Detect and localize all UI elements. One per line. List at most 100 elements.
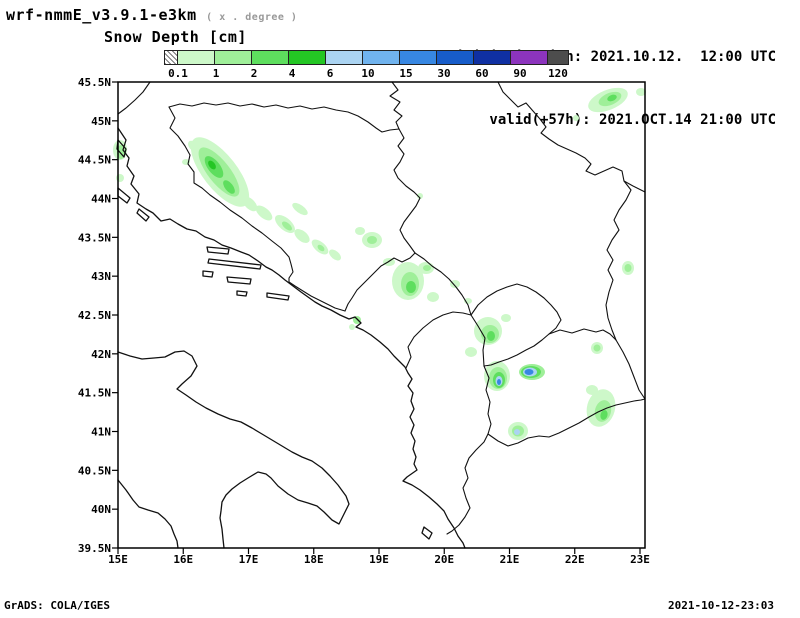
lat-label: 40.5N xyxy=(78,464,111,477)
legend-tick-label: 1 xyxy=(212,67,220,80)
snow-patch xyxy=(487,331,495,341)
snow-patch xyxy=(636,88,646,96)
lon-label: 17E xyxy=(239,553,259,566)
model-resolution: ( x . degree ) xyxy=(206,12,298,23)
legend-tick-label: 120 xyxy=(548,67,568,80)
border-romania-bulgaria xyxy=(623,180,646,193)
axis-labels: 45.5N 45N 44.5N 44N 43.5N 43N 42.5N 42N 41.5N 41N… xyxy=(78,76,650,566)
lat-label: 43.5N xyxy=(78,231,111,244)
country-borders xyxy=(117,81,646,535)
snow-patch xyxy=(355,227,365,235)
snow-patch xyxy=(514,429,520,435)
border-albania-macedonia-greece xyxy=(446,365,492,535)
model-title: wrf-nmmE_v3.9.1-e3km ( x . degree ) xyxy=(6,6,297,24)
legend-tick-label: 90 xyxy=(513,67,527,80)
lon-label: 20E xyxy=(434,553,454,566)
snow-patch xyxy=(607,94,617,102)
snow-patch xyxy=(427,292,439,302)
coastlines xyxy=(116,127,466,549)
border-serbia-bulgaria xyxy=(605,180,632,341)
legend-tick-label: 15 xyxy=(399,67,413,80)
snow-patch xyxy=(465,347,477,357)
islands-path xyxy=(116,139,433,540)
lat-label: 44N xyxy=(91,193,111,206)
snow-patch xyxy=(383,258,395,266)
legend-tick-label: 6 xyxy=(326,67,334,80)
border-bosnia-serbia-montenegro xyxy=(344,128,421,312)
legend-tick-label: 4 xyxy=(288,67,296,80)
snow-patch xyxy=(423,265,431,271)
border-bosnia-sava xyxy=(168,102,400,133)
legend-tick-label: 0.1 xyxy=(168,67,188,80)
lat-label: 40N xyxy=(91,503,111,516)
snow-patch xyxy=(294,229,310,243)
lat-label: 39.5N xyxy=(78,542,111,555)
lon-label: 19E xyxy=(369,553,389,566)
snow-patch xyxy=(497,379,501,385)
snow-patch xyxy=(353,316,361,324)
italy-adriatic-coast-path xyxy=(117,350,350,549)
lon-label: 16E xyxy=(173,553,193,566)
snow-patch xyxy=(417,193,423,199)
snow-depth-layer xyxy=(113,87,646,440)
color-legend xyxy=(164,50,569,65)
snow-patch xyxy=(406,281,416,293)
lat-label: 45.5N xyxy=(78,76,111,89)
snow-patch xyxy=(223,180,235,194)
legend-tick-label: 60 xyxy=(475,67,489,80)
variable-title: Snow Depth [cm] xyxy=(104,28,247,46)
border-kosovo-albania xyxy=(470,314,486,367)
lon-label: 18E xyxy=(304,553,324,566)
model-name: wrf-nmmE_v3.9.1-e3km xyxy=(6,6,197,24)
legend-box-11 xyxy=(547,50,569,65)
snow-patch xyxy=(600,410,608,420)
border-macedonia-bulgaria xyxy=(615,339,646,400)
border-kosovo-serbia xyxy=(470,283,562,367)
border-croatia-serbia xyxy=(389,81,403,130)
snow-patch xyxy=(292,202,308,216)
border-serbia-montenegro xyxy=(414,252,472,316)
snow-patch xyxy=(501,314,511,322)
border-croatia-bosnia xyxy=(168,106,346,312)
lat-label: 41N xyxy=(91,426,111,439)
snow-patch xyxy=(573,115,579,121)
snow-patch xyxy=(624,264,632,272)
snow-patch xyxy=(329,249,341,261)
lon-label: 15E xyxy=(108,553,128,566)
legend-tick-label: 2 xyxy=(250,67,258,80)
border-montenegro-albania xyxy=(405,311,472,369)
snow-patch xyxy=(593,344,601,352)
snow-patch xyxy=(208,160,216,170)
creation-timestamp: 2021-10-12-23:03 xyxy=(668,599,774,612)
snow-patch xyxy=(282,221,292,231)
border-serbia-romania xyxy=(497,81,625,182)
adriatic-coastline-path xyxy=(117,127,466,549)
lat-label: 43N xyxy=(91,270,111,283)
lat-label: 45N xyxy=(91,115,111,128)
italy-tyrrhenian-coast-path xyxy=(117,479,179,549)
snow-patch xyxy=(242,196,258,212)
lat-label: 41.5N xyxy=(78,387,111,400)
snow-patch xyxy=(524,369,534,375)
legend-tick-label: 10 xyxy=(361,67,375,80)
lon-label: 22E xyxy=(565,553,585,566)
snow-patch xyxy=(349,324,355,330)
lat-label: 42N xyxy=(91,348,111,361)
snow-patch xyxy=(116,174,124,182)
lon-label: 23E xyxy=(630,553,650,566)
color-legend-labels: 0.1 1 2 4 6 10 15 30 60 90 120 xyxy=(164,67,624,80)
border-macedonia-greece xyxy=(487,398,646,447)
lat-label: 44.5N xyxy=(78,154,111,167)
snow-patch xyxy=(317,244,325,252)
snow-patch xyxy=(367,236,377,244)
snow-patch xyxy=(255,205,273,221)
border-slovenia-croatia xyxy=(117,81,151,115)
border-serbia-macedonia xyxy=(548,328,617,341)
snow-patch xyxy=(450,280,460,288)
lon-label: 21E xyxy=(500,553,520,566)
grads-credit: GrADS: COLA/IGES xyxy=(4,599,110,612)
lat-label: 42.5N xyxy=(78,309,111,322)
legend-tick-label: 30 xyxy=(437,67,451,80)
